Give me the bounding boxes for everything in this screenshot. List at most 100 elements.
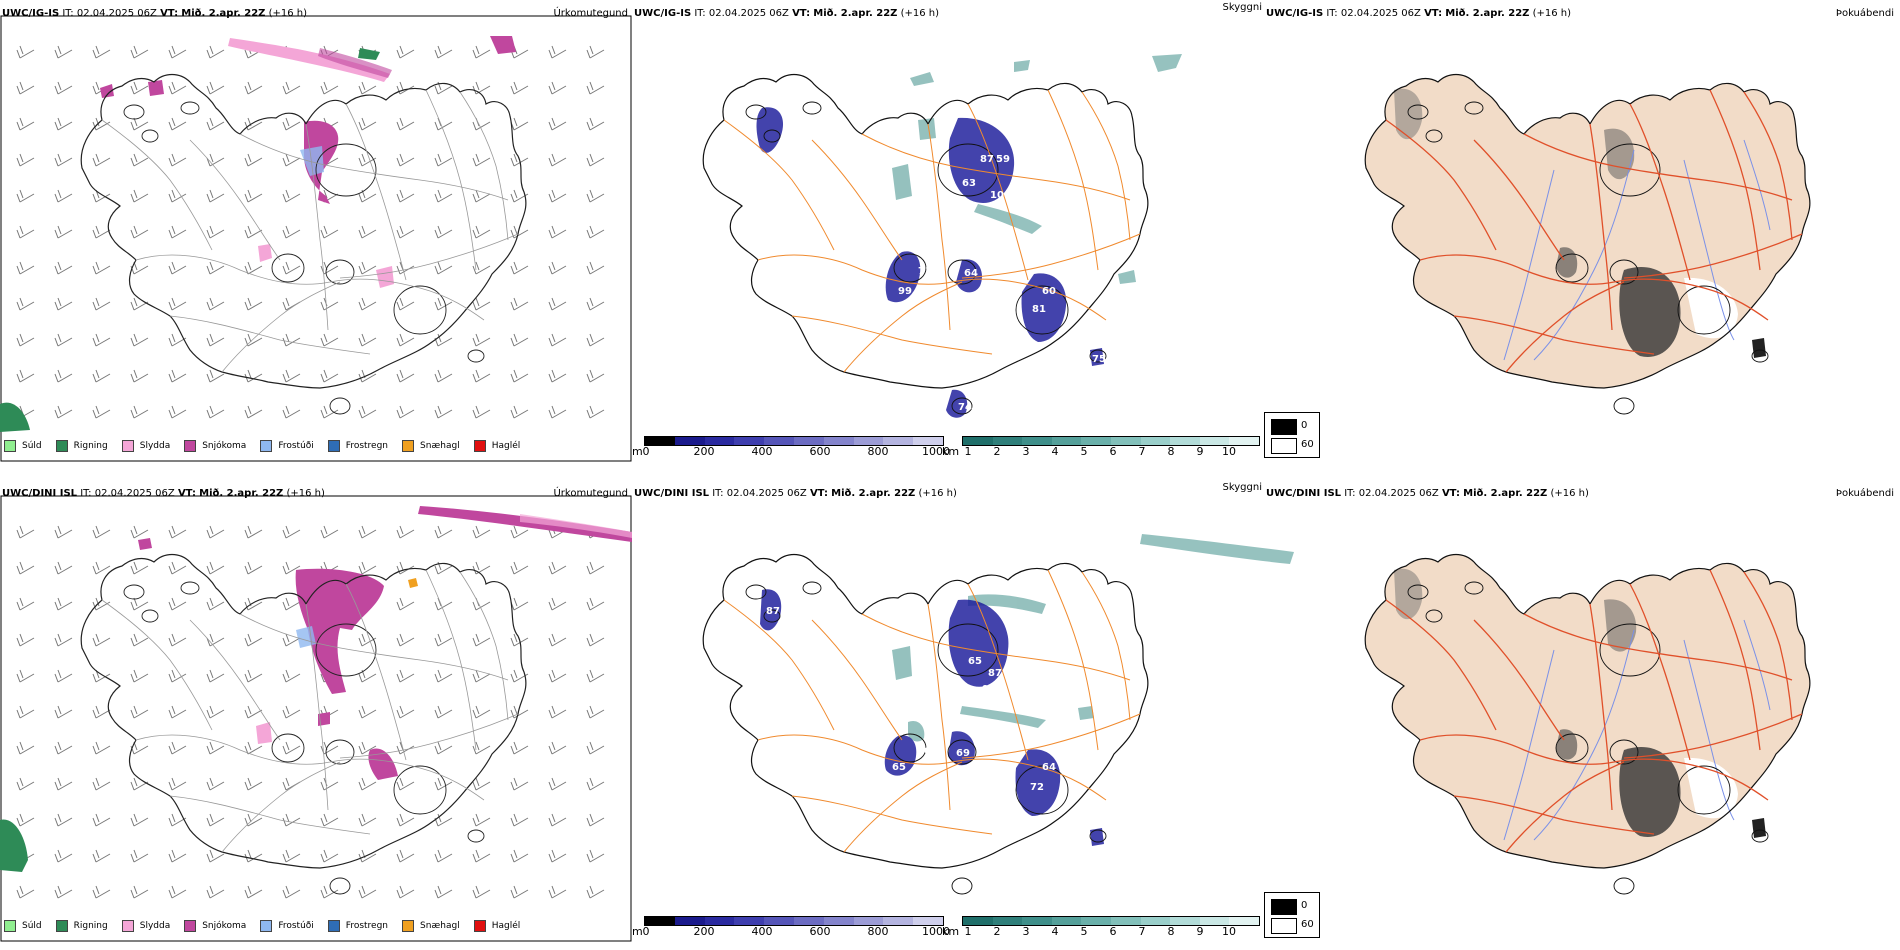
- wind-barb: [434, 669, 453, 683]
- wind-barb: [434, 405, 453, 419]
- wind-barb: [168, 333, 187, 347]
- snow-area: [148, 80, 164, 96]
- panel-title: UWC/IG-IS IT: 02.04.2025 06Z VT: Mið. 2.…: [634, 8, 939, 19]
- glacier-outline: [1089, 349, 1107, 363]
- road: [239, 133, 509, 201]
- colorbar-tick: 0: [642, 445, 650, 458]
- legend-label: Súld: [22, 441, 42, 451]
- wind-barb: [434, 741, 453, 755]
- precip-type-map: [0, 15, 632, 462]
- wind-barb: [244, 705, 263, 719]
- wind-barb: [16, 45, 35, 59]
- wind-barb: [92, 369, 111, 383]
- colorbar-segment: [645, 917, 675, 925]
- glacier-outline: [180, 581, 200, 595]
- wind-barb: [396, 261, 415, 275]
- wind-barb: [472, 633, 491, 647]
- wind-barb: [434, 705, 453, 719]
- glacier-outline: [467, 829, 485, 843]
- colorbar-segment: [1229, 917, 1259, 925]
- iceland-outline: [80, 553, 527, 895]
- wind-barb: [586, 813, 605, 827]
- colorbar-tick: 10: [1222, 925, 1236, 938]
- wind-barb: [16, 777, 35, 791]
- glacier-outline: [763, 609, 781, 623]
- road: [425, 569, 477, 751]
- legend-item-drizzle: Súld: [4, 920, 42, 932]
- legend-item-sleet: Slydda: [121, 920, 170, 932]
- glacier-outline: [951, 397, 973, 415]
- cloud-value: 75: [1092, 354, 1106, 365]
- wind-barb: [16, 525, 35, 539]
- road: [811, 139, 903, 261]
- colorbar-segment: [704, 917, 735, 925]
- wind-barb: [586, 225, 605, 239]
- wind-barb: [206, 45, 225, 59]
- legend-label: Rigning: [73, 441, 108, 451]
- wind-barb: [54, 885, 73, 899]
- wind-barb: [168, 561, 187, 575]
- road: [459, 571, 509, 721]
- glacier-outline: [180, 101, 200, 115]
- legend-label: Haglél: [491, 921, 521, 931]
- wind-barb: [434, 261, 453, 275]
- wind-barb: [548, 741, 567, 755]
- wind-barb: [92, 333, 111, 347]
- legend-swatch: [55, 440, 68, 452]
- wind-barb: [586, 561, 605, 575]
- wind-barb: [548, 225, 567, 239]
- init-time-label: IT:: [712, 488, 724, 499]
- wind-barb: [434, 885, 453, 899]
- cloud-base-bar: [644, 916, 944, 926]
- colorbar-tick: 1000: [922, 925, 950, 938]
- legend-swatch: [260, 920, 273, 932]
- wind-barb: [282, 117, 301, 131]
- legend-item-snow-pellets: Snæhagl: [402, 440, 460, 452]
- fog-area: [1619, 267, 1681, 357]
- cloud-base-area: [884, 735, 917, 776]
- wind-barb: [548, 633, 567, 647]
- wind-barb: [396, 81, 415, 95]
- colorbar-tick: 6: [1109, 445, 1117, 458]
- wind-barb: [168, 777, 187, 791]
- sleet-area: [376, 266, 394, 288]
- wind-barb: [206, 153, 225, 167]
- fog-key: 0 60: [1264, 412, 1320, 458]
- wind-barb: [282, 369, 301, 383]
- wind-barb: [396, 669, 415, 683]
- road: [1047, 569, 1099, 751]
- wind-barb: [510, 189, 529, 203]
- road: [1523, 613, 1793, 681]
- wind-barb: [434, 333, 453, 347]
- cloud-value: 87: [766, 606, 780, 617]
- wind-barb: [548, 369, 567, 383]
- colorbar-tick: 1: [964, 925, 972, 938]
- wind-barb: [586, 189, 605, 203]
- freezing-drizzle-area: [300, 146, 324, 176]
- wind-barb: [206, 405, 225, 419]
- legend-label: Frostregn: [345, 921, 389, 931]
- river-network: [1503, 619, 1771, 841]
- colorbar-segment: [1022, 437, 1052, 445]
- road: [345, 103, 407, 281]
- glacier-outline: [1555, 733, 1589, 763]
- land: [1365, 554, 1810, 868]
- visibility-unit: km: [942, 925, 960, 938]
- wind-barb: [244, 189, 263, 203]
- colorbar-segment: [823, 917, 854, 925]
- precip-type-legend: Súld Rigning Slydda Snjókoma Frostúði Fr…: [4, 916, 534, 936]
- colorbar-segment: [883, 917, 914, 925]
- wind-barb: [548, 705, 567, 719]
- wind-barb: [472, 117, 491, 131]
- glacier-outline: [1677, 285, 1731, 335]
- wind-barb: [92, 597, 111, 611]
- glacier-outline: [467, 349, 485, 363]
- road: [1629, 583, 1691, 761]
- glacier-outline: [1609, 259, 1639, 285]
- wind-barb: [92, 297, 111, 311]
- wind-barb: [244, 669, 263, 683]
- colorbar-segment: [1081, 437, 1111, 445]
- legend-label: Slydda: [139, 441, 171, 451]
- wind-barb: [168, 885, 187, 899]
- wind-barb: [92, 669, 111, 683]
